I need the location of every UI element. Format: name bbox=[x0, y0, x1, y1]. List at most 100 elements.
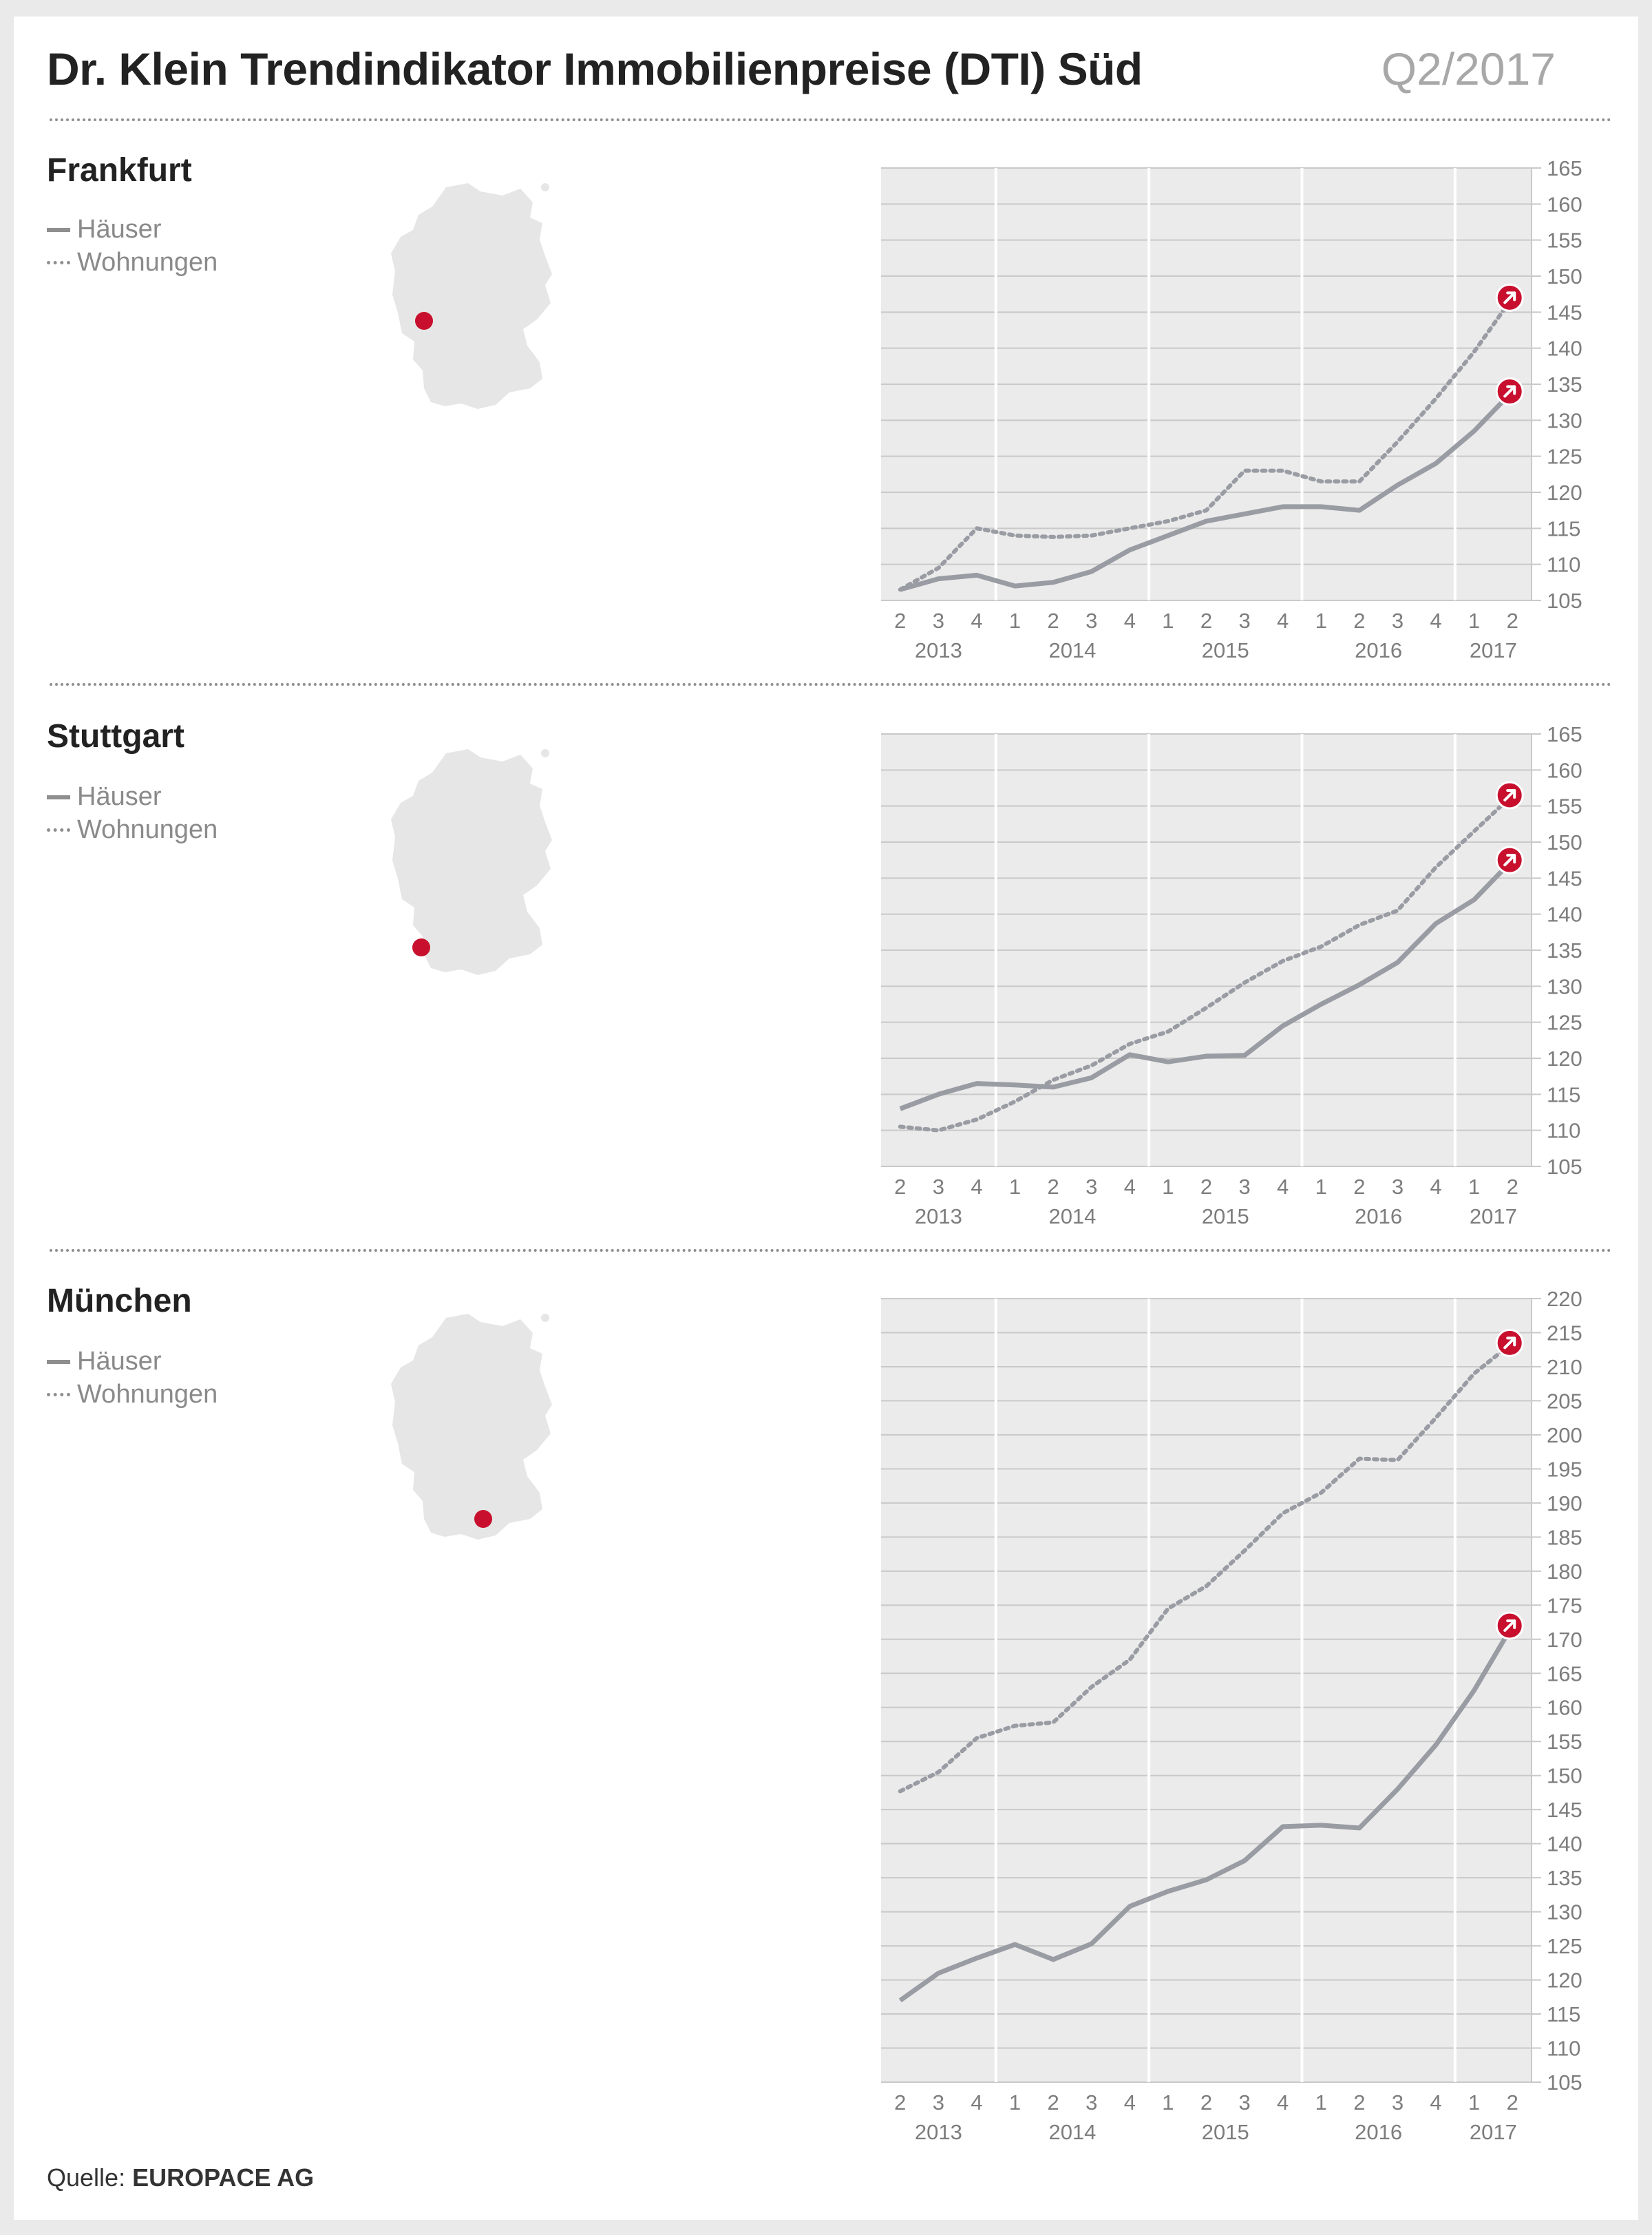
haeuser-line bbox=[898, 1624, 1515, 2003]
legend-houses-label: Häuser bbox=[77, 782, 162, 811]
x-tick-quarter: 1 bbox=[1009, 2090, 1021, 2115]
x-tick-year: 2015 bbox=[1202, 638, 1249, 662]
x-tick-year: 2015 bbox=[1202, 1204, 1249, 1228]
x-tick-quarter: 1 bbox=[1315, 1175, 1327, 1199]
x-tick-quarter: 3 bbox=[933, 1175, 944, 1199]
x-tick-quarter: 3 bbox=[1086, 2090, 1097, 2115]
haeuser-line bbox=[899, 858, 1514, 1111]
x-tick-quarter: 4 bbox=[1124, 1175, 1136, 1199]
dotted-line-swatch bbox=[47, 1393, 70, 1396]
x-tick-quarter: 2 bbox=[1048, 1175, 1059, 1199]
section-divider bbox=[50, 683, 1612, 686]
x-tick-quarter: 2 bbox=[1353, 1175, 1365, 1199]
wohnungen-line bbox=[898, 793, 1515, 1133]
plot-area bbox=[881, 1299, 1532, 2082]
x-tick-year: 2013 bbox=[915, 638, 962, 662]
frankfurt-chart: 105 110 115 120 125 130 135 140 145 150 155 160 165 2… bbox=[881, 156, 1582, 662]
x-tick-year: 2014 bbox=[1048, 1204, 1096, 1228]
x-tick-quarter: 4 bbox=[1430, 2090, 1441, 2115]
x-tick-quarter: 4 bbox=[1124, 609, 1136, 633]
island-shape bbox=[541, 183, 549, 191]
y-tick-label: 155 bbox=[1547, 229, 1582, 253]
y-tick-label: 135 bbox=[1547, 373, 1582, 397]
dotted-line-swatch bbox=[47, 261, 70, 264]
x-tick-quarter: 2 bbox=[1200, 2090, 1212, 2115]
germany-map-icon bbox=[365, 748, 571, 996]
y-tick-label: 110 bbox=[1547, 2037, 1580, 2061]
y-tick-label: 140 bbox=[1547, 903, 1582, 927]
legend-houses: Häuser bbox=[47, 1347, 162, 1376]
x-tick-quarter: 2 bbox=[894, 1175, 906, 1199]
y-tick-label: 155 bbox=[1547, 795, 1582, 819]
y-tick-label: 125 bbox=[1547, 445, 1582, 469]
solid-line-swatch bbox=[47, 227, 70, 232]
y-tick-label: 105 bbox=[1547, 589, 1582, 613]
y-tick-label: 150 bbox=[1547, 830, 1582, 854]
x-tick-quarter: 4 bbox=[971, 1175, 982, 1199]
city-title-stuttgart: Stuttgart bbox=[47, 718, 184, 755]
y-tick-label: 190 bbox=[1547, 1491, 1582, 1515]
y-tick-label: 195 bbox=[1547, 1457, 1582, 1481]
x-tick-quarter: 3 bbox=[1086, 609, 1097, 633]
arrow-up-right-icon bbox=[1495, 377, 1524, 406]
island-shape bbox=[541, 749, 549, 757]
y-tick-label: 125 bbox=[1547, 1011, 1582, 1035]
y-tick-label: 130 bbox=[1547, 408, 1582, 432]
y-tick-label: 145 bbox=[1547, 1798, 1582, 1822]
header-divider bbox=[50, 118, 1612, 121]
x-tick-quarter: 3 bbox=[1392, 2090, 1404, 2115]
city-location-dot bbox=[412, 938, 430, 956]
x-tick-quarter: 3 bbox=[1238, 1175, 1250, 1199]
arrow-up-right-icon bbox=[1495, 283, 1524, 312]
dotted-line-swatch bbox=[47, 828, 70, 832]
x-tick-year: 2013 bbox=[915, 1204, 962, 1228]
germany-outline bbox=[391, 749, 552, 975]
x-tick-quarter: 3 bbox=[1392, 609, 1404, 633]
source-name: EUROPACE AG bbox=[132, 2163, 315, 2192]
y-tick-label: 155 bbox=[1547, 1730, 1582, 1754]
y-tick-label: 185 bbox=[1547, 1525, 1582, 1549]
x-tick-quarter: 4 bbox=[1124, 2090, 1136, 2115]
period-label: Q2/2017 bbox=[1381, 43, 1556, 94]
y-tick-label: 105 bbox=[1547, 2070, 1582, 2095]
muenchen-chart: 105 110 115 120 125 130 135 140 145 150 155 160 165 1… bbox=[881, 1287, 1582, 2144]
x-tick-quarter: 1 bbox=[1315, 2090, 1327, 2115]
y-tick-label: 160 bbox=[1547, 1696, 1582, 1720]
y-tick-label: 115 bbox=[1547, 516, 1580, 541]
germany-map-icon bbox=[365, 182, 571, 430]
x-tick-quarter: 2 bbox=[1507, 609, 1518, 633]
wohnungen-line bbox=[898, 295, 1515, 592]
x-tick-quarter: 2 bbox=[1200, 609, 1212, 633]
y-tick-label: 170 bbox=[1547, 1628, 1582, 1652]
x-tick-quarter: 1 bbox=[1009, 1175, 1021, 1199]
solid-line-swatch bbox=[47, 795, 70, 799]
haeuser-line bbox=[899, 390, 1514, 592]
legend-apartments-label: Wohnungen bbox=[77, 1380, 218, 1409]
x-tick-year: 2015 bbox=[1202, 2120, 1249, 2144]
wohnungen-line bbox=[898, 1341, 1515, 1794]
y-tick-label: 110 bbox=[1547, 553, 1580, 577]
page-title: Dr. Klein Trendindikator Immobilienpreis… bbox=[47, 43, 1143, 94]
x-tick-year: 2014 bbox=[1048, 638, 1096, 662]
x-tick-quarter: 3 bbox=[933, 2090, 944, 2115]
x-tick-quarter: 4 bbox=[971, 609, 982, 633]
x-tick-quarter: 3 bbox=[933, 609, 944, 633]
x-tick-quarter: 2 bbox=[1507, 1175, 1518, 1199]
section-divider bbox=[50, 1249, 1612, 1252]
city-location-dot bbox=[474, 1510, 492, 1528]
island-shape bbox=[541, 1314, 549, 1322]
y-tick-label: 105 bbox=[1547, 1155, 1582, 1179]
x-tick-quarter: 3 bbox=[1392, 1175, 1404, 1199]
x-tick-quarter: 2 bbox=[1048, 609, 1059, 633]
infographic-card: Dr. Klein Trendindikator Immobilienpreis… bbox=[14, 17, 1638, 2220]
y-tick-label: 175 bbox=[1547, 1593, 1582, 1617]
y-tick-label: 210 bbox=[1547, 1355, 1582, 1379]
x-tick-quarter: 1 bbox=[1468, 2090, 1480, 2115]
legend-apartments: Wohnungen bbox=[47, 1380, 218, 1409]
y-tick-label: 145 bbox=[1547, 866, 1582, 890]
x-tick-quarter: 2 bbox=[1200, 1175, 1212, 1199]
solid-line-swatch bbox=[47, 1359, 70, 1364]
x-tick-quarter: 1 bbox=[1315, 609, 1327, 633]
y-tick-label: 120 bbox=[1547, 1969, 1582, 1993]
x-tick-quarter: 2 bbox=[1353, 2090, 1365, 2115]
